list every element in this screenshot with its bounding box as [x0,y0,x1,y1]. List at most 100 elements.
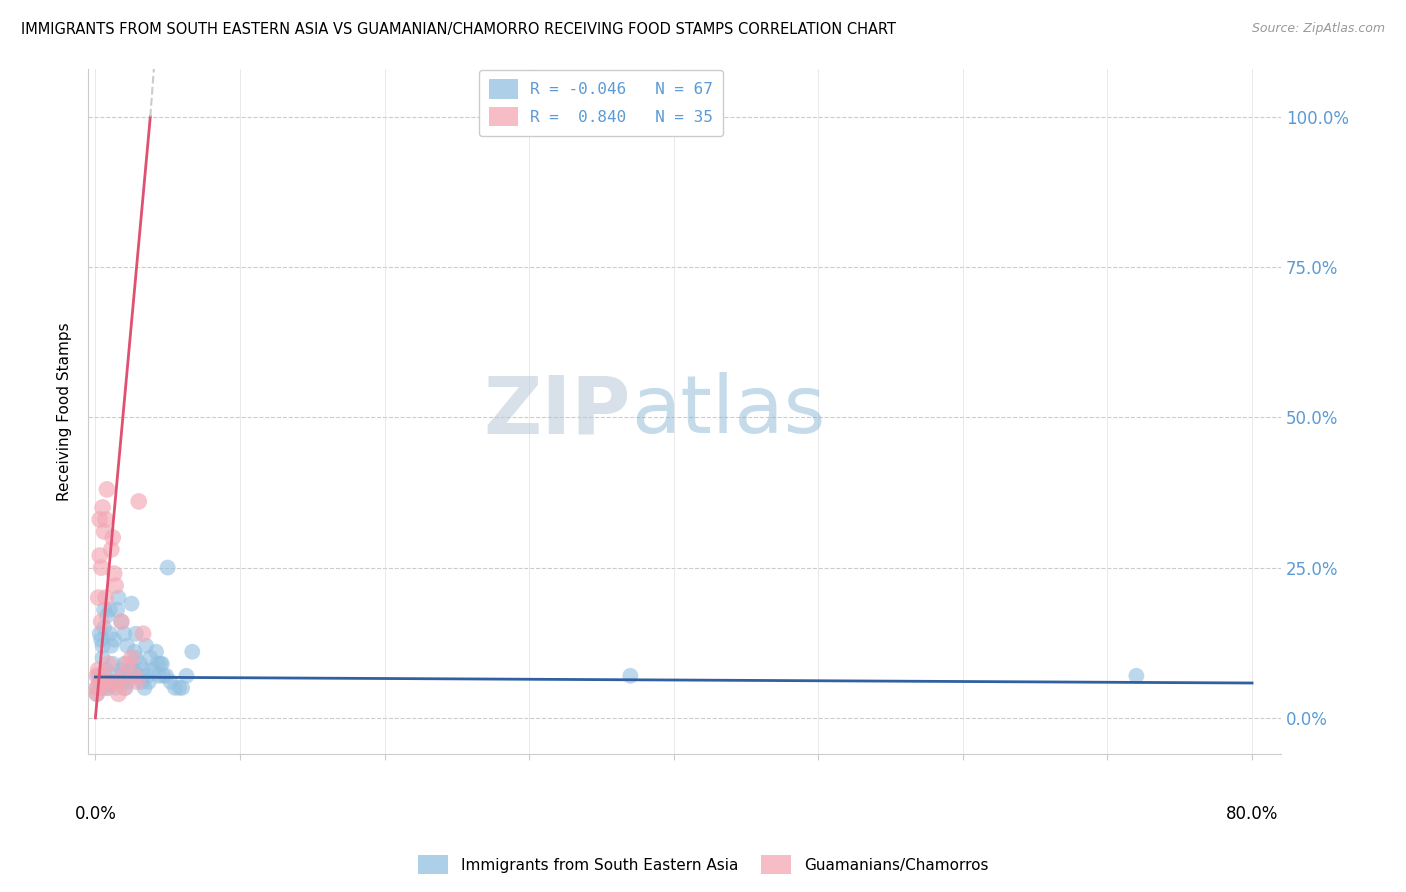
Point [93,674,115,689]
Point [90,615,112,629]
Point [146,657,169,671]
Point [145,645,167,659]
Point [105,674,128,689]
Point [86,687,108,701]
Point [103,566,125,581]
Legend: R = -0.046   N = 67, R =  0.840   N = 35: R = -0.046 N = 67, R = 0.840 N = 35 [479,70,723,136]
Point [127,674,149,689]
Point [91,669,114,683]
Point [94,591,117,605]
Point [152,669,174,683]
Point [112,626,135,640]
Point [136,669,159,683]
Point [112,657,135,671]
Point [128,669,150,683]
Point [100,542,122,557]
Point [96,674,118,689]
Point [104,681,127,695]
Point [134,681,156,695]
Point [115,639,138,653]
Legend: Immigrants from South Eastern Asia, Guamanians/Chamorros: Immigrants from South Eastern Asia, Guam… [412,849,994,880]
Point [121,669,143,683]
Point [110,615,132,629]
Point [120,663,142,677]
Point [156,560,179,574]
Point [139,650,162,665]
Point [91,650,114,665]
Point [108,669,131,683]
Point [149,657,172,671]
Point [96,681,118,695]
Text: 0.0%: 0.0% [75,805,117,823]
Point [110,615,132,629]
Point [1125,669,1147,683]
Point [89,674,111,689]
Point [89,512,111,526]
Point [96,483,118,497]
Point [124,669,146,683]
Point [91,639,114,653]
Point [619,669,641,683]
Point [97,681,120,695]
Point [172,681,194,695]
Point [176,669,198,683]
Point [89,674,111,689]
Point [148,669,170,683]
Text: 80.0%: 80.0% [1226,805,1278,823]
Point [93,524,115,539]
Point [132,663,155,677]
Point [103,632,125,647]
Point [112,681,135,695]
Point [167,681,190,695]
Point [105,602,128,616]
Point [138,674,160,689]
Point [115,674,138,689]
Point [132,626,155,640]
Text: IMMIGRANTS FROM SOUTH EASTERN ASIA VS GUAMANIAN/CHAMORRO RECEIVING FOOD STAMPS C: IMMIGRANTS FROM SOUTH EASTERN ASIA VS GU… [21,22,896,37]
Point [101,657,124,671]
Point [128,494,150,508]
Point [163,681,186,695]
Point [96,608,118,623]
Point [121,597,143,611]
Point [86,669,108,683]
Point [129,657,152,671]
Point [111,669,134,683]
Text: ZIP: ZIP [484,372,631,450]
Point [104,579,127,593]
Point [90,560,112,574]
Point [142,663,165,677]
Point [93,621,115,635]
Point [98,674,121,689]
Point [100,639,122,653]
Point [89,549,111,563]
Point [90,632,112,647]
Point [91,681,114,695]
Point [91,500,114,515]
Point [86,681,108,695]
Point [111,669,134,683]
Point [94,669,117,683]
Point [114,681,136,695]
Point [115,657,138,671]
Point [86,681,108,695]
Point [125,626,148,640]
Point [89,626,111,640]
Y-axis label: Receiving Food Stamps: Receiving Food Stamps [58,322,72,500]
Point [98,626,121,640]
Point [121,650,143,665]
Point [150,657,173,671]
Point [87,669,110,683]
Point [107,591,129,605]
Point [135,639,157,653]
Point [97,657,120,671]
Text: atlas: atlas [631,372,825,450]
Point [124,645,146,659]
Point [87,663,110,677]
Point [107,687,129,701]
Point [110,663,132,677]
Point [94,512,117,526]
Point [86,687,108,701]
Point [98,602,121,616]
Point [101,531,124,545]
